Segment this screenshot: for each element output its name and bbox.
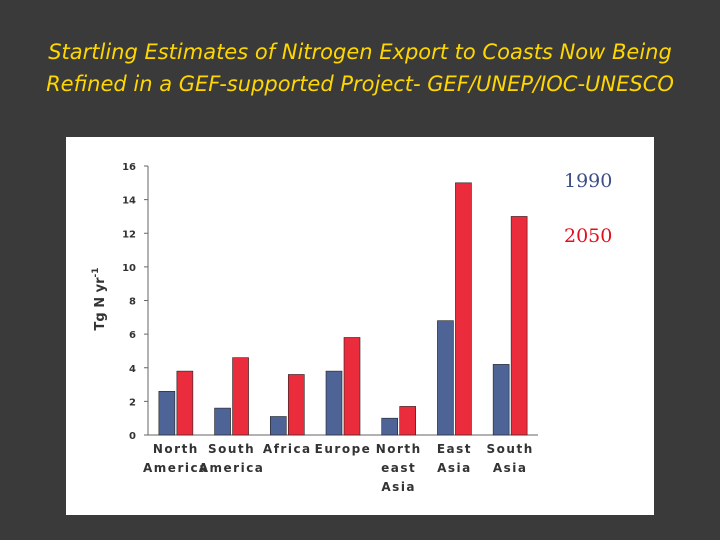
bar-1990: [437, 320, 454, 436]
bar-2050: [399, 406, 417, 436]
x-category-label: America: [143, 461, 209, 475]
bar-2050: [287, 374, 305, 436]
slide-title-line-1: Startling Estimates of Nitrogen Export t…: [48, 40, 672, 64]
legend-label-2050: 2050: [564, 225, 612, 247]
bar-1990: [158, 390, 176, 436]
x-category-label: America: [199, 461, 265, 475]
bar-1990: [492, 364, 510, 436]
y-tick-label: 10: [122, 263, 136, 274]
bar-2050: [510, 216, 528, 436]
bar-1990: [381, 417, 399, 436]
bar-2050: [232, 357, 249, 436]
bar-2050: [455, 182, 472, 436]
x-category-label: East: [437, 442, 472, 456]
x-category-label: South: [208, 442, 255, 456]
bar-1990: [214, 407, 231, 436]
y-tick-label: 2: [129, 397, 136, 408]
legend-label-1990: 1990: [564, 170, 612, 192]
y-tick-label: 4: [129, 364, 136, 375]
x-category-label: east: [381, 461, 416, 475]
bar-2050: [176, 370, 194, 436]
x-category-label: Africa: [263, 442, 312, 456]
x-category-label: Asia: [437, 461, 472, 475]
x-category-label: South: [487, 442, 534, 456]
chart-panel: 0 2 4 6 8 10 12 14 16 Tg N yr-1 North America South A…: [66, 137, 654, 515]
x-category-label: North: [376, 442, 422, 456]
y-tick-label: 14: [122, 196, 136, 207]
y-tick-label: 16: [122, 162, 136, 173]
x-category-label: Asia: [493, 461, 528, 475]
y-tick-label: 12: [122, 229, 136, 240]
slide-title-line-2: Refined in a GEF-supported Project- GEF/…: [46, 72, 674, 96]
x-category-label: North: [153, 442, 199, 456]
bar-2050: [343, 337, 361, 436]
x-category-label: Europe: [315, 442, 372, 456]
bar-1990: [325, 370, 343, 436]
x-category-label: Asia: [381, 480, 416, 494]
y-tick-label: 0: [129, 431, 136, 442]
bar-1990: [269, 416, 287, 436]
slide-title: Startling Estimates of Nitrogen Export t…: [10, 36, 710, 100]
y-tick-label: 6: [129, 330, 136, 341]
y-axis-label: Tg N yr-1: [91, 268, 108, 331]
y-tick-label: 8: [129, 297, 136, 308]
